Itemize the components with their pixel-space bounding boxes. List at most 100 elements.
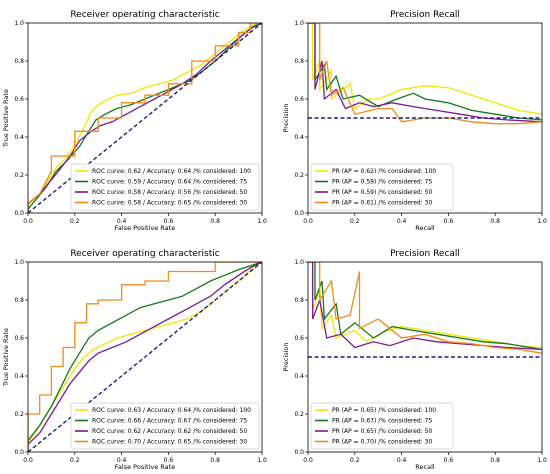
x-tick-label: 1.0: [537, 457, 547, 464]
y-tick-label: 0.4: [14, 373, 24, 380]
x-tick-label: 0.2: [70, 457, 80, 464]
plot-area: [308, 23, 542, 125]
x-tick-label: 0.2: [70, 218, 80, 225]
y-tick-label: 1.0: [14, 20, 24, 27]
plot-area: [28, 262, 262, 452]
y-tick-label: 0.0: [14, 449, 24, 456]
legend: ROC curve: 0.62 / Accuracy: 0.64 /% cons…: [70, 163, 260, 211]
chart-panel-4: Precision Recall 0.0 0.2 0.4 0.6 0.8 1.0 0.0 0.2…: [282, 249, 547, 471]
x-tick-label: 0.8: [210, 457, 220, 464]
legend-entry: ROC curve: 0.58 / Accuracy: 0.56 /% cons…: [92, 189, 247, 196]
legend: ROC curve: 0.63 / Accuracy: 0.64 /% cons…: [70, 402, 260, 450]
y-tick-label: 0.6: [14, 335, 24, 342]
x-tick-label: 0.6: [164, 457, 174, 464]
series-line-3: [28, 23, 262, 213]
chart-title: Receiver operating characteristic: [70, 249, 219, 259]
y-tick-label: 0.6: [14, 96, 24, 103]
legend-entry: PR (AP = 0.61) /% considered: 30: [332, 200, 432, 207]
x-tick-label: 0.4: [117, 218, 127, 225]
y-tick-label: 0.4: [294, 134, 304, 141]
x-tick-label: 0.2: [350, 218, 360, 225]
x-tick-label: 0.2: [350, 457, 360, 464]
y-tick-label: 0.2: [294, 172, 304, 179]
plot-area: [308, 262, 542, 358]
x-axis-label: False Positive Rate: [115, 224, 175, 232]
x-tick-label: 0.0: [23, 457, 33, 464]
chart-panel-2: Precision Recall 0.0 0.2 0.4 0.6 0.8 1.0 0.0 0.2…: [282, 10, 547, 232]
x-tick-label: 0.4: [397, 218, 407, 225]
plot-area: [28, 23, 262, 213]
y-tick-label: 0.8: [294, 58, 304, 65]
axes-frame: [307, 261, 543, 453]
legend-box: [70, 163, 260, 211]
legend-entry: PR (AP = 0.59) /% considered: 75: [332, 179, 432, 186]
chart-panel-1: Receiver operating characteristic 0.0 0.2 0…: [2, 10, 267, 232]
y-tick-label: 1.0: [14, 259, 24, 266]
chart-title: Precision Recall: [390, 249, 460, 259]
x-tick-label: 0.8: [210, 218, 220, 225]
y-tick-label: 0.6: [294, 96, 304, 103]
baseline-line: [28, 23, 262, 213]
series-line-2: [308, 23, 542, 121]
y-tick-label: 0.0: [294, 449, 304, 456]
y-tick-label: 0.8: [294, 297, 304, 304]
y-tick-label: 1.0: [294, 259, 304, 266]
axes-frame: [307, 22, 543, 214]
legend: PR (AP = 0.62) /% considered: 100 PR (AP …: [310, 163, 454, 211]
x-tick-label: 0.0: [303, 218, 313, 225]
x-tick-label: 0.4: [397, 457, 407, 464]
series-line-3: [28, 262, 262, 452]
x-tick-label: 0.6: [444, 218, 454, 225]
axes-frame: [27, 22, 263, 214]
y-axis-label: Precision: [282, 103, 290, 132]
series-line-4: [28, 262, 262, 452]
y-tick-label: 0.4: [14, 134, 24, 141]
y-tick-label: 0.6: [294, 335, 304, 342]
y-tick-label: 0.0: [294, 210, 304, 217]
y-tick-label: 0.8: [14, 58, 24, 65]
legend-entry: ROC curve: 0.66 / Accuracy: 0.67 /% cons…: [92, 418, 247, 425]
legend-entry: PR (AP = 0.65) /% considered: 50: [332, 428, 432, 435]
chart-panel-3: Receiver operating characteristic 0.0 0.2 0…: [2, 249, 267, 471]
y-tick-label: 1.0: [294, 20, 304, 27]
chart-title: Precision Recall: [390, 10, 460, 20]
y-tick-label: 0.4: [294, 373, 304, 380]
legend-entry: PR (AP = 0.67) /% considered: 75: [332, 418, 432, 425]
legend: PR (AP = 0.65) /% considered: 100 PR (AP …: [310, 402, 454, 450]
legend-entry: PR (AP = 0.65) /% considered: 100: [332, 407, 436, 414]
series-line-4: [308, 23, 542, 125]
legend-entry: ROC curve: 0.63 / Accuracy: 0.64 /% cons…: [92, 407, 251, 414]
x-tick-label: 1.0: [257, 218, 267, 225]
x-tick-label: 0.0: [303, 457, 313, 464]
legend-entry: ROC curve: 0.62 / Accuracy: 0.62 /% cons…: [92, 428, 247, 435]
y-tick-label: 0.2: [14, 411, 24, 418]
series-line-3: [308, 262, 542, 351]
y-axis-label: True Positive Rate: [2, 328, 10, 387]
x-tick-label: 0.8: [490, 457, 500, 464]
series-line-1: [308, 262, 542, 349]
series-line-2: [28, 262, 262, 452]
series-line-3: [308, 23, 542, 123]
x-tick-label: 0.0: [23, 218, 33, 225]
legend-entry: PR (AP = 0.70) /% considered: 30: [332, 439, 432, 446]
legend-entry: ROC curve: 0.62 / Accuracy: 0.64 /% cons…: [92, 168, 251, 175]
legend-box: [70, 402, 260, 450]
x-axis-label: False Positive Rate: [115, 463, 175, 471]
legend-entry: ROC curve: 0.70 / Accuracy: 0.65 /% cons…: [92, 439, 247, 446]
x-tick-label: 0.8: [490, 218, 500, 225]
y-tick-label: 0.0: [14, 210, 24, 217]
legend-entry: PR (AP = 0.59) /% considered: 50: [332, 189, 432, 196]
y-tick-label: 0.8: [14, 297, 24, 304]
x-tick-label: 1.0: [537, 218, 547, 225]
x-tick-label: 0.4: [117, 457, 127, 464]
x-tick-label: 1.0: [257, 457, 267, 464]
legend-box: [310, 163, 454, 211]
y-axis-label: True Positive Rate: [2, 89, 10, 148]
legend-box: [310, 402, 454, 450]
legend-entry: PR (AP = 0.62) /% considered: 100: [332, 168, 436, 175]
legend-entry: ROC curve: 0.58 / Accuracy: 0.65 /% cons…: [92, 200, 247, 207]
x-axis-label: Recall: [415, 463, 435, 471]
series-line-4: [28, 23, 262, 213]
x-tick-label: 0.6: [164, 218, 174, 225]
